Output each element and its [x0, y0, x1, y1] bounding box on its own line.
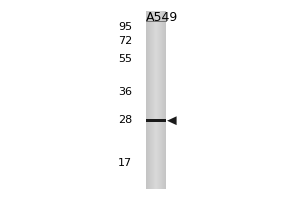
Text: 72: 72	[118, 36, 132, 46]
Bar	[164, 11, 165, 189]
Text: A549: A549	[146, 11, 178, 24]
Text: 28: 28	[118, 115, 132, 125]
Bar	[160, 11, 161, 189]
Bar	[148, 11, 149, 189]
Bar	[158, 11, 159, 189]
Bar	[154, 11, 155, 189]
Polygon shape	[167, 116, 177, 125]
Text: 95: 95	[118, 22, 132, 32]
Bar	[146, 119, 166, 122]
Bar	[162, 11, 163, 189]
Text: 55: 55	[118, 54, 132, 64]
Bar	[150, 11, 151, 189]
Bar	[147, 11, 148, 189]
Text: 17: 17	[118, 158, 132, 168]
Bar	[149, 11, 150, 189]
Bar	[151, 11, 152, 189]
Bar	[146, 11, 147, 189]
Bar	[161, 11, 162, 189]
Bar	[157, 11, 158, 189]
Bar	[153, 11, 154, 189]
Bar	[155, 11, 156, 189]
Bar	[163, 11, 164, 189]
Bar	[165, 11, 166, 189]
Bar	[159, 11, 160, 189]
Text: 36: 36	[118, 87, 132, 97]
Bar	[152, 11, 153, 189]
Bar	[156, 11, 157, 189]
